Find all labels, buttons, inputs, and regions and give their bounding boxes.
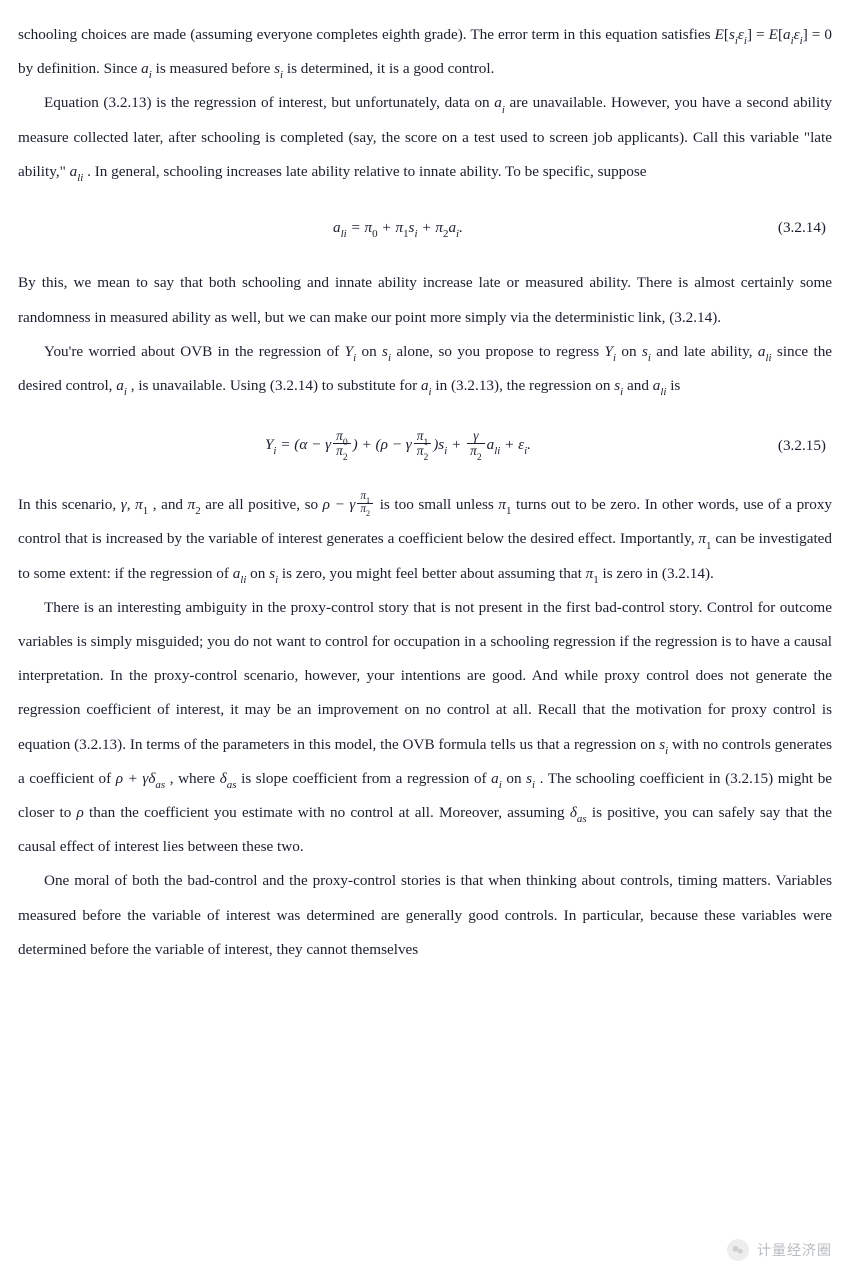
text: on (361, 343, 382, 360)
text: in (3.2.13), the regression on (435, 377, 614, 394)
inline-math: π1 (586, 565, 599, 582)
text: on (250, 565, 269, 582)
text: There is an interesting ambiguity in the… (18, 599, 832, 753)
text: In this scenario, (18, 496, 121, 513)
inline-math: ali (233, 565, 247, 582)
watermark-text: 计量经济圈 (757, 1235, 832, 1267)
text: than the coefficient you estimate with n… (89, 804, 570, 821)
paragraph-5: In this scenario, γ, π1 , and π2 are all… (18, 488, 832, 591)
text: are all positive, so (205, 496, 322, 513)
inline-math: δas (570, 804, 587, 821)
text: is too small unless (380, 496, 499, 513)
watermark: 计量经济圈 (727, 1235, 832, 1267)
inline-math: δas (220, 770, 237, 787)
equation-body: ali = π0 + π1si + π2ai. (18, 217, 778, 238)
text: By this, we mean to say that both school… (18, 274, 832, 325)
paragraph-6: There is an interesting ambiguity in the… (18, 591, 832, 865)
inline-math: ali (70, 163, 84, 180)
text: is (670, 377, 680, 394)
equation-3-2-15: Yi = (α − γπ0π2) + (ρ − γπ1π2)si + γπ2al… (18, 431, 832, 460)
text: schooling choices are made (assuming eve… (18, 26, 715, 43)
text: You're worried about OVB in the regressi… (44, 343, 345, 360)
text: , and (153, 496, 188, 513)
paragraph-7: One moral of both the bad-control and th… (18, 864, 832, 967)
inline-math: ai (116, 377, 127, 394)
text: Equation (3.2.13) is the regression of i… (44, 94, 494, 111)
inline-math: ai (491, 770, 502, 787)
paragraph-3: By this, we mean to say that both school… (18, 266, 832, 334)
inline-math: si (382, 343, 391, 360)
text: on (621, 343, 642, 360)
equation-body: Yi = (α − γπ0π2) + (ρ − γπ1π2)si + γπ2al… (18, 431, 778, 460)
inline-math: ai (494, 94, 505, 111)
inline-math: si (659, 736, 668, 753)
inline-math: π2 (188, 496, 201, 513)
inline-math: ρ + γδas (116, 770, 165, 787)
text: , is unavailable. Using (3.2.14) to subs… (131, 377, 421, 394)
text: is measured before (156, 60, 275, 77)
inline-math: si (642, 343, 651, 360)
paragraph-2: Equation (3.2.13) is the regression of i… (18, 86, 832, 189)
text: and (627, 377, 653, 394)
inline-math: ρ (77, 804, 84, 821)
equation-number: (3.2.15) (778, 435, 832, 456)
inline-math: Yi (345, 343, 357, 360)
inline-math: Yi (605, 343, 617, 360)
text: , where (170, 770, 220, 787)
inline-math: ali (758, 343, 772, 360)
inline-math: γ (121, 496, 127, 513)
inline-math: si (274, 60, 283, 77)
text: is determined, it is a good control. (287, 60, 495, 77)
inline-math: si (269, 565, 278, 582)
inline-math: E (715, 26, 724, 43)
inline-math: si (526, 770, 535, 787)
text: . In general, schooling increases late a… (87, 163, 646, 180)
inline-math: si (614, 377, 623, 394)
inline-math: ai (141, 60, 152, 77)
inline-math: ai (421, 377, 432, 394)
equation-number: (3.2.14) (778, 217, 832, 238)
text: is zero, you might feel better about ass… (282, 565, 586, 582)
text: and late ability, (656, 343, 758, 360)
text: is slope coefficient from a regression o… (241, 770, 491, 787)
text: on (506, 770, 526, 787)
wechat-icon (727, 1239, 749, 1261)
inline-math: ρ − γ (323, 496, 356, 513)
text: is zero in (3.2.14). (602, 565, 713, 582)
paragraph-4: You're worried about OVB in the regressi… (18, 335, 832, 403)
inline-math: π1 (498, 496, 511, 513)
inline-math: π1 (698, 530, 711, 547)
text: One moral of both the bad-control and th… (18, 872, 832, 957)
text: alone, so you propose to regress (396, 343, 604, 360)
equation-3-2-14: ali = π0 + π1si + π2ai. (3.2.14) (18, 217, 832, 238)
text: by definition. Since (18, 60, 141, 77)
paragraph-1: schooling choices are made (assuming eve… (18, 18, 832, 86)
inline-math: ali (653, 377, 667, 394)
